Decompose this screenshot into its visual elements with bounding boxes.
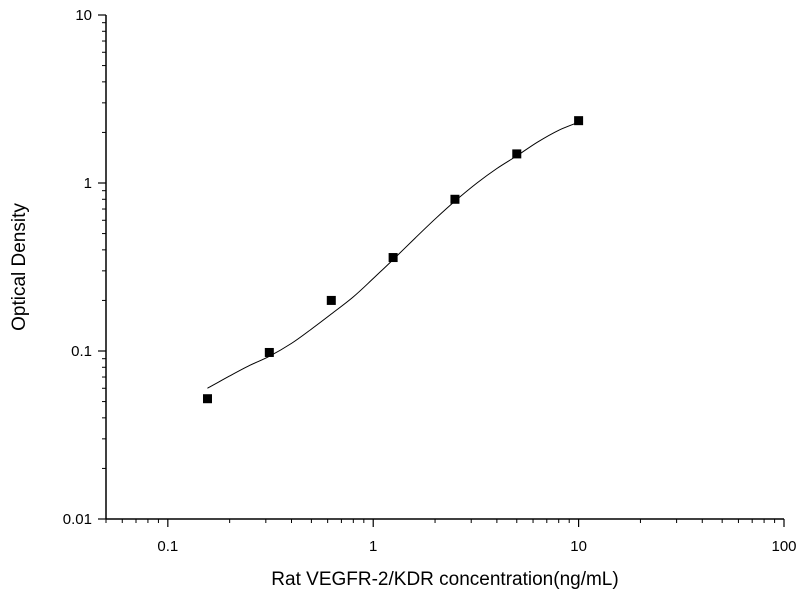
data-point [512, 149, 522, 159]
y-axis-ticks: 0.01 0.1 1 10 [63, 7, 106, 528]
data-point [326, 295, 336, 305]
data-point [202, 394, 212, 404]
y-tick-label: 10 [75, 7, 92, 24]
data-point [388, 253, 398, 263]
y-axis-title: Optical Density [9, 203, 30, 331]
x-axis-title: Rat VEGFR-2/KDR concentration(ng/mL) [271, 569, 618, 590]
y-tick-label: 1 [84, 175, 92, 192]
x-tick-label: 100 [771, 538, 796, 555]
x-tick-label: 10 [570, 538, 587, 555]
x-tick-label: 0.1 [157, 538, 178, 555]
data-point [450, 194, 460, 204]
y-tick-label: 0.01 [63, 511, 92, 528]
data-point [574, 116, 584, 126]
data-points [202, 116, 584, 404]
x-axis-ticks: 0.1 1 10 100 [105, 519, 797, 555]
x-tick-label: 1 [369, 538, 377, 555]
y-tick-label: 0.1 [71, 343, 92, 360]
data-point [264, 347, 274, 357]
axes [105, 15, 784, 520]
